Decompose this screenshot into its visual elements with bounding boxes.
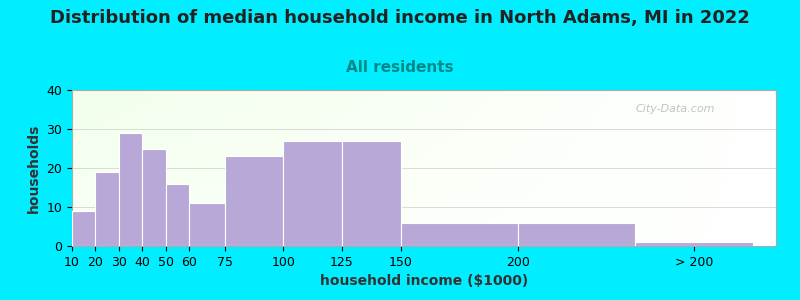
Bar [342,141,401,246]
Text: Distribution of median household income in North Adams, MI in 2022: Distribution of median household income … [50,9,750,27]
Bar [283,141,342,246]
Bar [72,211,95,246]
Y-axis label: households: households [27,123,41,213]
Text: City-Data.com: City-Data.com [635,104,714,114]
Bar [142,148,166,246]
X-axis label: household income ($1000): household income ($1000) [320,274,528,288]
Bar [518,223,635,246]
Text: All residents: All residents [346,60,454,75]
Bar [95,172,119,246]
Bar [635,242,753,246]
Bar [401,223,518,246]
Bar [225,156,283,246]
Bar [190,203,225,246]
Bar [166,184,190,246]
Bar [119,133,142,246]
